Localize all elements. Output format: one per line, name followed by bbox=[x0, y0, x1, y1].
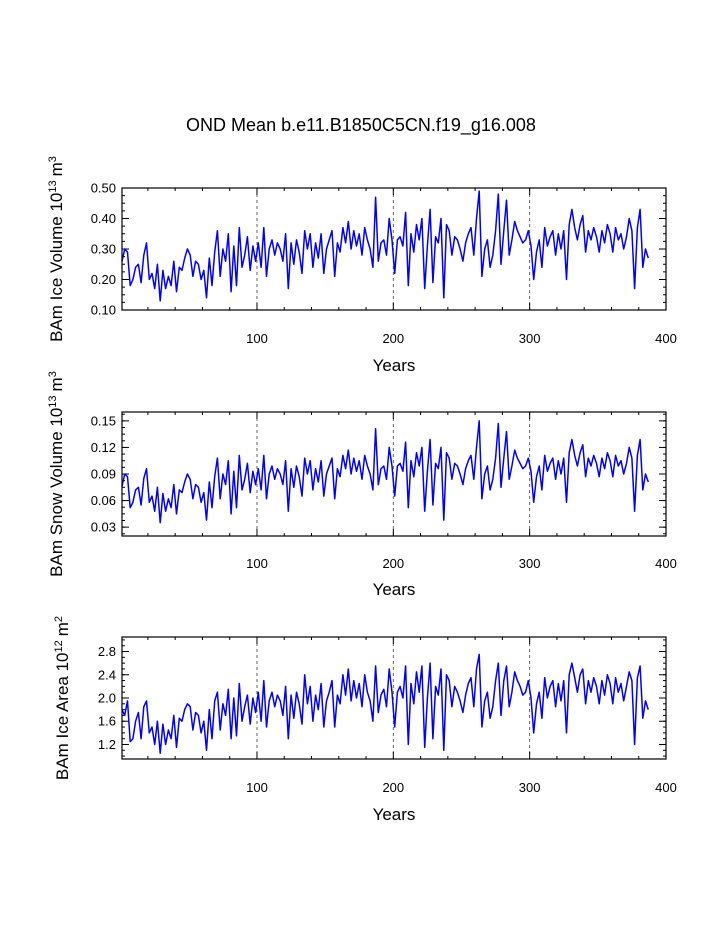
y-axis-title-ylabel-unit-exp2: 3 bbox=[47, 371, 59, 377]
x-tick-label: 300 bbox=[519, 331, 541, 346]
y-tick-label: 0.15 bbox=[91, 413, 116, 428]
y-tick-label: 1.2 bbox=[98, 737, 116, 752]
x-tick-label: 200 bbox=[382, 780, 404, 795]
x-tick-label: 100 bbox=[246, 331, 268, 346]
y-axis-title-ylabel: BAm Ice Area bbox=[53, 671, 72, 780]
y-axis-title-ylabel-unit: 10 bbox=[47, 193, 66, 212]
x-tick-label: 100 bbox=[246, 556, 268, 571]
x-tick-label: 300 bbox=[519, 556, 541, 571]
y-axis-title-ylabel-unit: 10 bbox=[47, 408, 66, 427]
plot-frame bbox=[121, 187, 667, 311]
x-axis-title: Years bbox=[373, 805, 416, 824]
y-axis-title-ylabel-unit-exp1: 12 bbox=[53, 640, 65, 652]
y-tick-label: 0.12 bbox=[91, 440, 116, 455]
y-tick-label: 0.30 bbox=[91, 242, 116, 257]
y-axis-title-ylabel: BAm Snow Volume bbox=[47, 427, 66, 577]
y-tick-label: 2.8 bbox=[98, 644, 116, 659]
y-tick-label: 0.03 bbox=[91, 520, 116, 535]
x-tick-label: 400 bbox=[655, 331, 677, 346]
x-tick-label: 200 bbox=[382, 556, 404, 571]
figure-title: OND Mean b.e11.B1850C5CN.f19_g16.008 bbox=[186, 115, 536, 136]
y-tick-label: 2.0 bbox=[98, 691, 116, 706]
y-axis-title-ylabel-unit: 10 bbox=[53, 652, 72, 671]
x-tick-label: 200 bbox=[382, 331, 404, 346]
x-tick-label: 400 bbox=[655, 780, 677, 795]
y-axis-title-ylabel-unit-exp1: 13 bbox=[47, 395, 59, 407]
y-tick-label: 0.50 bbox=[91, 181, 116, 196]
data-series-line bbox=[121, 420, 650, 524]
plot-frame bbox=[121, 636, 667, 760]
x-axis-title: Years bbox=[373, 580, 416, 599]
x-tick-label: 400 bbox=[655, 556, 677, 571]
y-axis-title-ylabel-unit-exp2: 3 bbox=[47, 156, 59, 162]
y-axis-title-ylabel-unit-exp1: 13 bbox=[47, 180, 59, 192]
y-tick-label: 0.10 bbox=[91, 303, 116, 318]
y-axis-title: BAm Ice Volume 1013 m3 bbox=[47, 156, 66, 342]
data-series-line bbox=[121, 190, 650, 302]
y-axis-title-ylabel-unit-sym: m bbox=[53, 622, 72, 636]
y-tick-label: 0.20 bbox=[91, 272, 116, 287]
y-tick-label: 1.6 bbox=[98, 714, 116, 729]
x-tick-label: 300 bbox=[519, 780, 541, 795]
y-axis-title-ylabel: BAm Ice Volume bbox=[47, 212, 66, 342]
y-axis-title: BAm Ice Area 1012 m2 bbox=[53, 616, 72, 780]
x-axis-title: Years bbox=[373, 356, 416, 375]
plot-frame bbox=[121, 411, 667, 537]
data-series-line bbox=[121, 653, 650, 754]
snow-volume-panel: 0.03 0.06 0.09 0.12 0.15 100 200 300 400 Years BAm… bbox=[47, 371, 677, 599]
y-tick-label: 0.09 bbox=[91, 467, 116, 482]
y-axis-title-ylabel-unit-sym: m bbox=[47, 377, 66, 391]
y-axis-title-ylabel-unit-sym: m bbox=[47, 162, 66, 176]
y-tick-label: 0.40 bbox=[91, 211, 116, 226]
ice-volume-panel: 0.10 0.20 0.30 0.40 0.50 100 200 300 400 Years BAm… bbox=[47, 156, 677, 375]
y-axis-title-ylabel-unit-exp2: 2 bbox=[53, 616, 65, 622]
y-tick-label: 2.4 bbox=[98, 667, 116, 682]
y-axis-title: BAm Snow Volume 1013 m3 bbox=[47, 371, 66, 577]
x-tick-label: 100 bbox=[246, 780, 268, 795]
ice-area-panel: 1.2 1.6 2.0 2.4 2.8 100 200 300 400 Years BAm Ice … bbox=[53, 616, 677, 824]
y-tick-label: 0.06 bbox=[91, 493, 116, 508]
